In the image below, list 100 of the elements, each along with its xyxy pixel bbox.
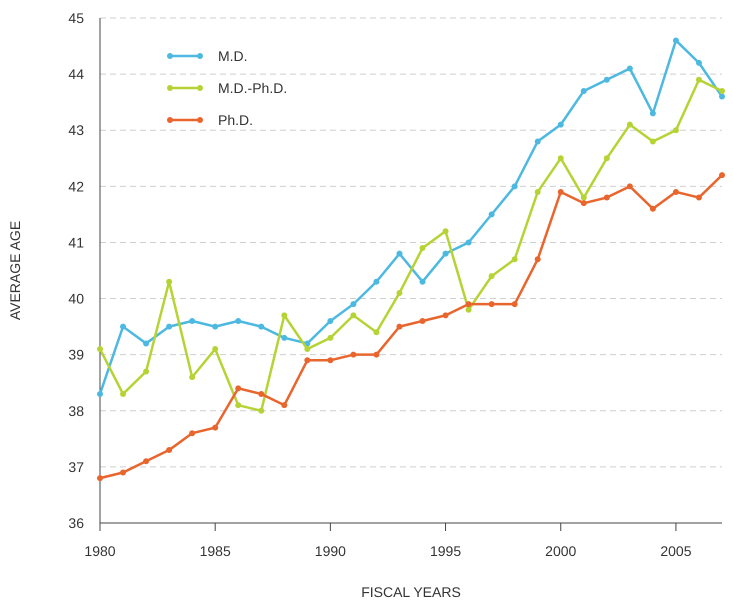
point [420,278,426,285]
point [626,66,633,72]
point [696,194,702,201]
point [580,194,587,201]
point [604,194,610,201]
point [512,301,518,308]
point [396,250,402,257]
y-tick-label: 42 [68,178,84,194]
point [189,374,196,380]
point [373,278,380,285]
point [258,390,264,397]
point [512,183,518,190]
point [442,228,449,234]
point [580,200,587,206]
point [281,334,288,341]
point [120,470,126,476]
point [258,408,264,414]
point [650,206,656,212]
y-tick-label: 36 [68,515,84,531]
point [281,402,288,408]
point [212,346,218,352]
point [166,447,172,454]
point [466,239,472,246]
point [97,390,103,397]
x-tick-label: 1995 [430,543,462,559]
point [650,138,656,144]
point [534,138,541,144]
point [143,340,150,346]
y-tick-label: 37 [68,458,84,475]
point [466,301,472,308]
point [235,402,242,408]
point [166,324,172,330]
point [442,250,449,257]
legend-label: M.D.-Ph.D. [218,80,288,96]
point [212,424,218,431]
point [719,94,725,100]
point [604,155,610,162]
point [488,273,495,280]
y-tick-label: 40 [68,290,84,307]
point [488,301,495,308]
point [420,245,426,252]
point [512,256,518,262]
point [373,352,380,358]
x-tick-label: 1980 [84,543,116,559]
point [558,155,564,162]
point [304,346,310,352]
y-tick-label: 44 [68,66,84,82]
point [719,172,725,178]
point [604,76,610,83]
point [396,290,402,296]
point [166,278,172,285]
point [327,334,334,341]
point [189,430,196,436]
point [143,368,150,374]
point [281,312,288,318]
point [719,88,725,94]
point [626,183,633,190]
y-axis-title: AVERAGE AGE [7,220,23,320]
y-tick-label: 45 [68,10,84,26]
point [189,318,196,324]
point [235,385,242,392]
point [143,458,150,464]
point [696,60,702,66]
y-tick-label: 39 [68,346,84,363]
point [672,188,679,195]
point [442,312,449,318]
point [120,324,126,330]
x-tick-label: 2000 [545,543,577,559]
point [350,301,356,308]
point [558,188,564,195]
x-tick-label: 1990 [314,543,346,559]
point [258,324,264,330]
legend-label: M.D. [218,48,248,64]
point [97,346,103,352]
point [120,390,126,397]
point [672,37,679,44]
point [235,318,242,324]
point [97,475,103,482]
y-tick-label: 38 [68,402,84,419]
point [696,76,702,83]
point [350,312,356,318]
point [327,357,334,364]
point [488,211,495,218]
point [558,122,564,128]
point [350,352,356,358]
point [580,88,587,94]
x-tick-label: 2005 [660,543,692,559]
point [534,188,541,195]
point [327,318,334,324]
point [212,324,218,330]
point [396,324,402,330]
x-axis-title: FISCAL YEARS [361,584,461,600]
y-tick-label: 41 [68,234,84,250]
point [420,318,426,324]
point [373,329,380,336]
legend-label: Ph.D. [218,112,254,128]
x-tick-label: 1985 [200,543,231,559]
point [534,256,541,262]
point [672,127,679,134]
point [626,122,633,128]
